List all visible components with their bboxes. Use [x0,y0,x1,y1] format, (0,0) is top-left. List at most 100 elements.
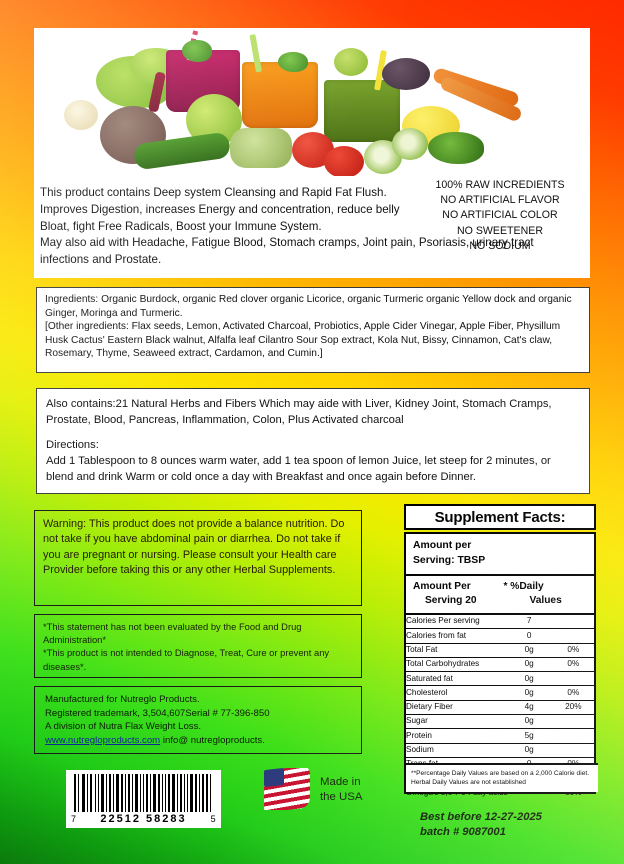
ingredients-panel: Ingredients: Organic Burdock, organic Re… [36,287,590,373]
product-photo [34,28,590,176]
supplement-facts-column-headers: Amount Per Serving 20 * %Daily Values [406,576,594,615]
nutrient-name: Cholesterol [406,685,506,701]
serving-line-2: Serving: TBSP [413,554,486,566]
nutrient-row: Cholesterol 0g 0% [406,685,594,701]
parsley-icon [428,132,484,164]
batch-text: batch # 9087001 [420,826,506,838]
ingredients-text: Ingredients: Organic Burdock, organic Re… [45,294,572,319]
nutrient-row: Calories from fat 0 [406,628,594,644]
nutrient-amount: 4g [505,700,553,715]
barcode-number: 7 22512 58283 5 [66,812,221,826]
nutrient-row: Omega's 3,6 7 9 Fatty acids 80% [406,786,594,800]
best-before-text: Best before 12-27-2025 [420,811,542,823]
supplement-facts-title: Supplement Facts: [404,504,596,530]
nutrient-dv: 0% [552,685,594,701]
barcode-bars [74,774,213,812]
nutrient-amount: 0g [505,685,553,701]
claim-item-2: NO ARTIFICIAL COLOR [442,209,558,222]
lime-icon [334,48,368,76]
claims-list: 100% RAW INCREDIENTS NO ARTIFICIAL FLAVO… [420,178,580,254]
nutrient-amount: 0g [505,643,553,658]
nutrient-dv [552,671,594,687]
supplement-facts-body: Amount per Serving: TBSP Amount Per Serv… [404,532,598,797]
manufacturer-line-0: Manufactured for Nutreglo Products. [45,694,200,705]
warning-text: Warning: This product does not provide a… [43,518,345,577]
nutrient-amount: 0g [505,743,553,758]
fda-disclaimer-panel: *This statement has not been evaluated b… [34,614,362,678]
nutrient-row: Protein 5g [406,728,594,744]
supplement-facts-footnote: **Percentage Daily Values are based on a… [406,763,598,792]
nutrient-row: Total Fat 0g 0% [406,643,594,658]
nutrient-dv [552,743,594,758]
cucumber-slice-icon-2 [392,128,428,160]
nutrient-name: Calories from fat [406,628,506,644]
description-panel: This product contains Deep system Cleans… [34,176,590,278]
barcode-left-digit: 7 [71,814,77,824]
mint-sprig-icon [278,52,308,72]
nutrient-dv [552,628,594,644]
email-text: info@ nutregloproducts. [162,734,265,746]
nutrient-name: Sodium [406,743,506,758]
barcode-right-digit: 5 [210,814,216,824]
warning-panel: Warning: This product does not provide a… [34,510,362,606]
manufacturer-panel: Manufactured for Nutreglo Products. Regi… [34,686,362,754]
nutrient-dv [552,615,594,630]
fda-statement-line-1: *This statement has not been evaluated b… [43,621,302,646]
tomato-icon-2 [324,146,364,176]
nutrient-amount: 7 [505,615,553,630]
claim-item-0: 100% RAW INCREDIENTS [435,179,565,191]
nutrient-amount: 0g [505,714,553,730]
made-in-usa-text: Made in the USA [320,775,400,805]
fda-statement-line-2: *This product is not intended to Diagnos… [43,647,330,672]
directions-text: Add 1 Tablespoon to 8 ounces warm water,… [46,455,551,483]
directions-heading: Directions: [46,439,99,451]
other-ingredients-text: [Other ingredients: Flax seeds, Lemon, A… [45,321,561,360]
may-also-aid-text: May also aid with Headache, Fatigue Bloo… [40,236,534,266]
claim-item-4: NO SODIUM [469,239,531,252]
barcode: 7 22512 58283 5 [66,770,221,828]
header-right-line-2: Values [529,595,562,606]
juice-and-vegetables-photo [34,28,590,176]
apple-slice-icon [64,100,98,130]
supplement-facts-panel: Supplement Facts: Amount per Serving: TB… [404,504,598,797]
made-in-line-2: the USA [320,791,363,803]
nutrient-row: Saturated fat 0g [406,671,594,687]
nutrient-dv: 20% [552,700,594,715]
website-link[interactable]: www.nutregloproducts.com [45,734,161,746]
zucchini-icon [230,128,292,168]
nutrient-name: Total Fat [406,643,506,658]
nutrient-dv: 80% [565,787,582,797]
description-text: This product contains Deep system Cleans… [40,186,400,233]
nutrient-name: Omega's 3,6 7 9 Fatty acids [406,787,508,797]
nutrient-row: Dietary Fiber 4g 20% [406,700,594,715]
header-left-line-2: Serving 20 [425,595,477,606]
nutrient-dv: 0% [552,643,594,658]
nutrient-name: Total Carbohydrates [406,657,506,673]
carrot-juice-glass-icon [242,62,318,128]
also-contains-panel: Also contains:21 Natural Herbs and Fiber… [36,388,590,494]
usa-flag-icon [264,768,310,810]
serving-size-block: Amount per Serving: TBSP [406,534,594,576]
header-left-line-1: Amount Per [413,581,471,592]
nutrient-amount: 0 [505,628,553,644]
eggplant-icon [382,58,430,90]
mint-leaf-icon [182,40,212,62]
green-juice-glass-icon [324,80,400,142]
claim-item-3: NO SWEETENER [457,224,543,237]
serving-line-1: Amount per [413,540,472,551]
barcode-main-digits: 22512 58283 [100,813,187,825]
nutrient-row: Calories Per serving 7 [406,615,594,630]
nutrient-name: Calories Per serving [406,615,506,630]
nutrient-row: Total Carbohydrates 0g 0% [406,657,594,673]
also-contains-text: Also contains:21 Natural Herbs and Fiber… [46,398,552,426]
nutrient-dv: 0% [552,657,594,673]
nutrient-name: Sugar [406,714,506,730]
nutrient-dv [552,728,594,744]
nutrient-amount: 0g [505,657,553,673]
nutrient-amount: 0g [505,671,553,687]
made-in-line-1: Made in [320,776,361,788]
nutrient-name: Protein [406,728,506,744]
best-before-block: Best before 12-27-2025 batch # 9087001 [420,810,610,840]
nutrient-row: Sugar 0g [406,714,594,730]
